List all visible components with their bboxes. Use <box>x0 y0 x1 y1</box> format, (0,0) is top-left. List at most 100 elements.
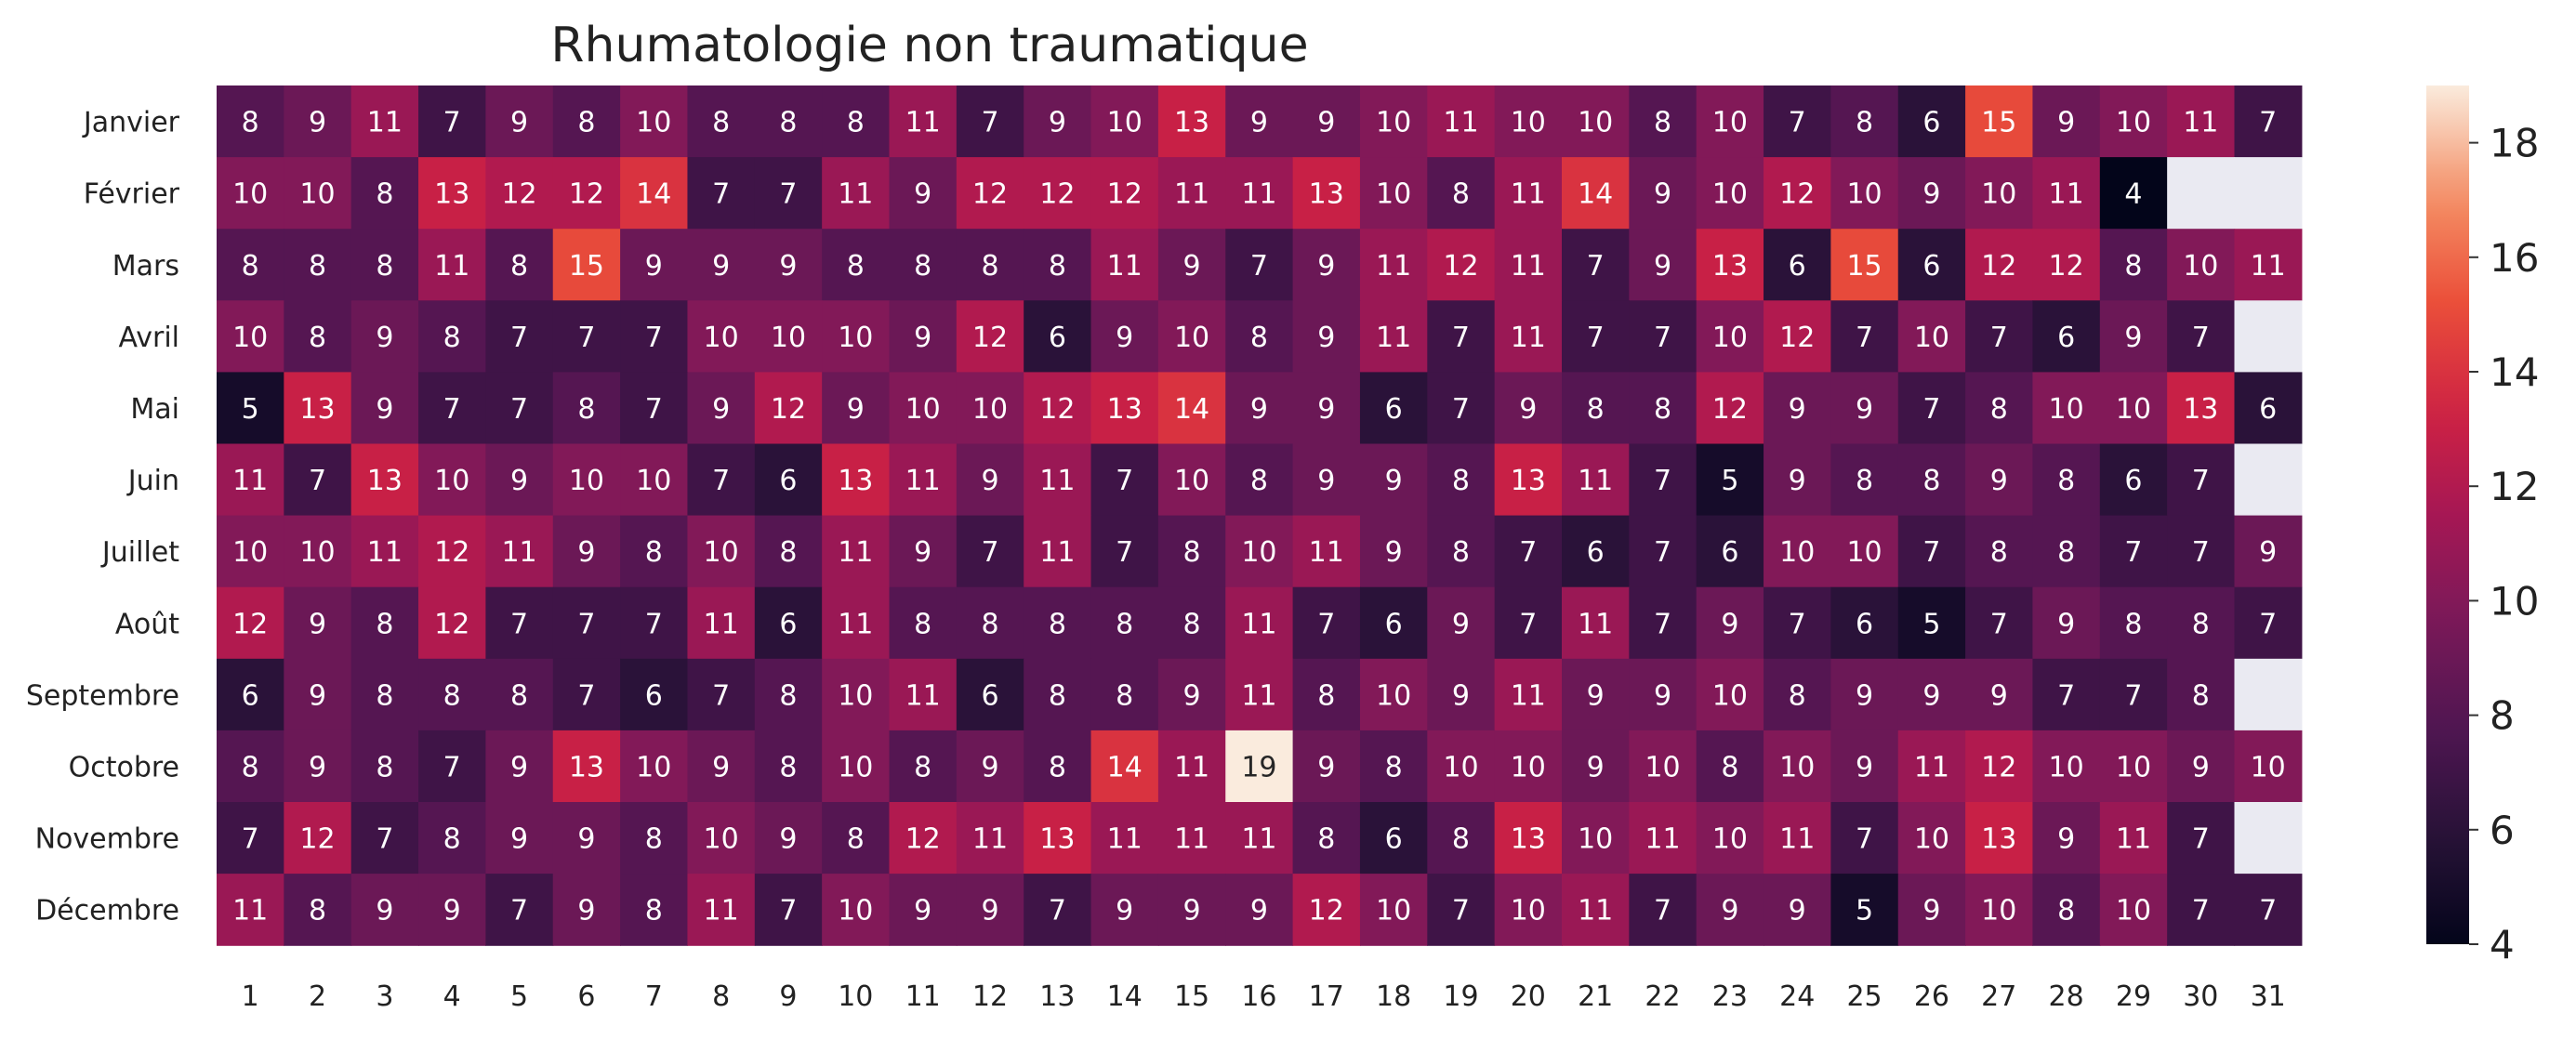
cell-value-label: 9 <box>309 608 326 640</box>
heatmap-cell <box>1359 874 1428 946</box>
heatmap-cell <box>1562 300 1630 373</box>
cell-value-label: 8 <box>577 107 595 139</box>
heatmap-cell <box>1427 730 1496 803</box>
cell-value-label: 12 <box>1443 250 1478 283</box>
cell-value-label: 8 <box>242 250 259 283</box>
heatmap-cell <box>217 730 284 803</box>
heatmap-cell <box>284 372 352 445</box>
heatmap-cell <box>284 802 352 875</box>
cell-value-label: 13 <box>1107 393 1143 426</box>
cell-value-label: 11 <box>1511 322 1546 354</box>
column-label: 29 <box>2116 980 2151 1013</box>
cell-value-label: 7 <box>1452 393 1470 426</box>
cell-value-label: 12 <box>1309 895 1344 927</box>
heatmap-cell <box>1427 586 1496 660</box>
cell-value-label: 10 <box>1241 536 1276 569</box>
heatmap-cell <box>2032 300 2101 373</box>
cell-value-label: 9 <box>914 895 931 927</box>
heatmap-cell <box>1764 730 1831 803</box>
cell-value-label: 8 <box>712 107 730 139</box>
column-labels: 1 2 3 4 5 6 7 8 9 10 11 12 13 14 15 16 17 18 19 20 21 22 23 24 2… <box>242 980 2286 1013</box>
heatmap-cell <box>1897 157 1966 230</box>
heatmap-cell <box>552 802 621 875</box>
heatmap-cell <box>1562 229 1630 301</box>
cell-value-label: 7 <box>2192 895 2210 927</box>
column-label: 6 <box>577 980 595 1013</box>
cell-value-label: 9 <box>1385 536 1403 569</box>
cell-value-label: 8 <box>376 679 393 712</box>
column-label: 27 <box>1981 980 2016 1013</box>
cell-value-label: 6 <box>1922 250 1940 283</box>
heatmap-cell <box>350 730 419 803</box>
heatmap-cell <box>1494 658 1563 731</box>
cell-value-label: 9 <box>376 393 393 426</box>
heatmap-cell <box>2167 85 2236 158</box>
heatmap-cell <box>217 300 284 373</box>
heatmap-cell <box>822 802 891 875</box>
heatmap-cell <box>1897 229 1966 301</box>
cell-value-label: 11 <box>232 895 268 927</box>
cell-value-label: 7 <box>1250 250 1268 283</box>
heatmap-cell <box>552 229 621 301</box>
heatmap-cell <box>1359 372 1428 445</box>
heatmap-cell <box>2099 730 2168 803</box>
heatmap-cell <box>418 229 486 301</box>
cell-value-label: 5 <box>1721 465 1738 497</box>
heatmap-cell <box>1024 802 1092 875</box>
cell-value-label: 10 <box>232 178 268 211</box>
heatmap-cell <box>1157 874 1226 946</box>
heatmap-cell <box>1696 157 1764 230</box>
heatmap-cell <box>889 300 958 373</box>
cell-value-label: 6 <box>1587 536 1605 569</box>
heatmap-cell <box>1225 85 1294 158</box>
heatmap-cell <box>1359 658 1428 731</box>
heatmap-cell <box>2032 874 2101 946</box>
heatmap-cell <box>754 802 823 875</box>
heatmap-cell <box>822 586 891 660</box>
heatmap-cell <box>889 157 958 230</box>
cell-value-label: 11 <box>1578 895 1613 927</box>
cell-value-label: 7 <box>1856 823 1873 856</box>
heatmap-cell <box>1225 443 1294 517</box>
cell-value-label: 9 <box>510 465 528 497</box>
cell-value-label: 10 <box>569 465 604 497</box>
cell-value-label: 10 <box>1779 751 1815 783</box>
cell-value-label: 8 <box>1116 608 1133 640</box>
cell-value-label: 11 <box>972 823 1008 856</box>
column-label: 31 <box>2251 980 2286 1013</box>
cell-value-label: 14 <box>636 178 671 211</box>
heatmap-cell <box>418 157 486 230</box>
column-label: 16 <box>1241 980 1276 1013</box>
heatmap-cell <box>1764 658 1831 731</box>
cell-value-label: 12 <box>1779 322 1815 354</box>
heatmap-cell <box>2167 443 2236 517</box>
heatmap-cell <box>1965 300 2034 373</box>
heatmap-cell <box>2234 157 2303 230</box>
heatmap-cell <box>2032 443 2101 517</box>
cell-value-label: 10 <box>838 322 873 354</box>
cell-value-label: 12 <box>771 393 806 426</box>
cell-value-label: 10 <box>299 536 335 569</box>
cell-value-label: 7 <box>645 322 663 354</box>
cell-value-label: 10 <box>1107 107 1143 139</box>
heatmap-cell <box>620 157 689 230</box>
row-label: Juillet <box>100 536 179 569</box>
cell-value-label: 9 <box>981 751 998 783</box>
heatmap-cell <box>552 300 621 373</box>
heatmap-cell <box>418 730 486 803</box>
cell-value-label: 7 <box>443 751 461 783</box>
heatmap-cell <box>1024 586 1092 660</box>
heatmap-cell <box>620 372 689 445</box>
heatmap-cell <box>2032 730 2101 803</box>
heatmap-cell <box>2099 443 2168 517</box>
cell-value-label: 7 <box>981 107 998 139</box>
colorbar-tick-label: 10 <box>2490 578 2539 624</box>
cell-value-label: 10 <box>905 393 941 426</box>
heatmap-cell <box>2234 300 2303 373</box>
heatmap-cell <box>2099 586 2168 660</box>
column-label: 20 <box>1511 980 1546 1013</box>
cell-value-label: 8 <box>376 608 393 640</box>
heatmap-cell <box>1629 515 1698 588</box>
cell-value-label: 9 <box>1385 465 1403 497</box>
heatmap-cell <box>889 730 958 803</box>
